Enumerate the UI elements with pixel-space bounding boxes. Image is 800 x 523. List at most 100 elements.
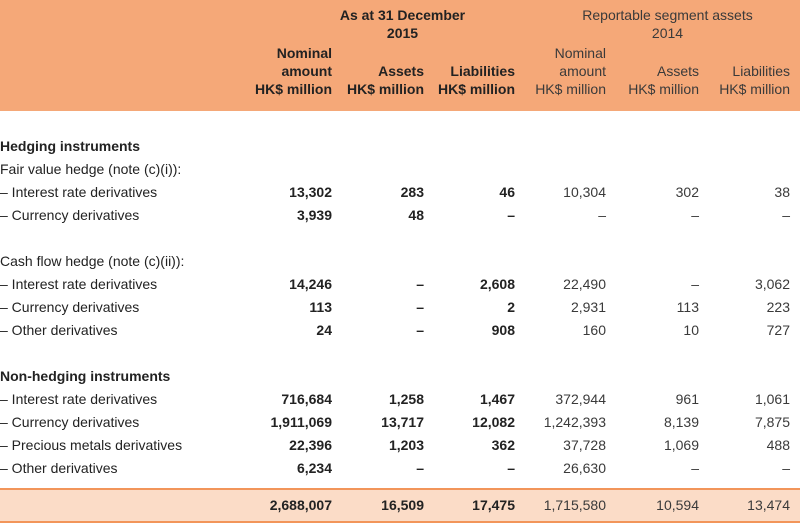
row-label: – Precious metals derivatives bbox=[0, 437, 183, 453]
cell-value: – bbox=[507, 460, 515, 476]
cell-value: 22,490 bbox=[563, 276, 606, 292]
col-header-nominal-2014: Nominal amount HK$ million bbox=[535, 45, 606, 97]
table-row: Hedging instruments bbox=[0, 135, 800, 158]
cell-value: 1,258 bbox=[388, 391, 424, 407]
cell-value: 961 bbox=[675, 391, 699, 407]
row-label: – Interest rate derivatives bbox=[0, 184, 158, 200]
cell-value: 1,242,393 bbox=[543, 414, 606, 430]
total-value: 2,688,007 bbox=[269, 497, 332, 513]
cell-value: – bbox=[598, 207, 606, 223]
cell-value: 372,944 bbox=[555, 391, 606, 407]
table-row: – Currency derivatives 1,911,069 13,717 12,… bbox=[0, 411, 800, 434]
cell-value: 160 bbox=[582, 322, 606, 338]
cell-value: 302 bbox=[675, 184, 699, 200]
cell-value: 2 bbox=[507, 299, 515, 315]
cell-value: 3,939 bbox=[296, 207, 332, 223]
cell-value: 488 bbox=[766, 437, 790, 453]
cell-value: 113 bbox=[309, 299, 332, 315]
table-row: – Interest rate derivatives 13,302 283 46 10… bbox=[0, 181, 800, 204]
cell-value: – bbox=[416, 322, 424, 338]
total-row-values: 2,688,007 16,509 17,475 1,715,580 10,594 13,4… bbox=[0, 494, 800, 517]
group-title-2014: Reportable segment assets 2014 bbox=[540, 6, 795, 42]
total-value: 1,715,580 bbox=[543, 497, 606, 513]
cell-value: – bbox=[782, 207, 790, 223]
table-row: – Interest rate derivatives 14,246 – 2,608 2… bbox=[0, 273, 800, 296]
cell-value: 362 bbox=[491, 437, 515, 453]
cell-value: 38 bbox=[774, 184, 790, 200]
cell-value: 46 bbox=[499, 184, 515, 200]
cell-value: 10 bbox=[683, 322, 699, 338]
cell-value: – bbox=[507, 207, 515, 223]
total-bottom-rule bbox=[0, 521, 800, 523]
cell-value: 3,062 bbox=[754, 276, 790, 292]
row-label: – Currency derivatives bbox=[0, 414, 140, 430]
cell-value: – bbox=[782, 460, 790, 476]
cell-value: – bbox=[691, 276, 699, 292]
group-title-2014-line: 2014 bbox=[651, 25, 684, 41]
group-title-2015-line: 2015 bbox=[386, 25, 419, 41]
cell-value: 1,061 bbox=[754, 391, 790, 407]
row-label: – Interest rate derivatives bbox=[0, 276, 158, 292]
row-label: Fair value hedge (note (c)(i)): bbox=[0, 161, 182, 177]
table-row: – Interest rate derivatives 716,684 1,258 1… bbox=[0, 388, 800, 411]
cell-value: 13,717 bbox=[381, 414, 424, 430]
cell-value: 2,608 bbox=[479, 276, 515, 292]
row-label: Cash flow hedge (note (c)(ii)): bbox=[0, 253, 185, 269]
total-row bbox=[0, 488, 800, 523]
table-row: – Other derivatives 6,234 – – 26,630 – – bbox=[0, 457, 800, 480]
cell-value: 1,911,069 bbox=[270, 414, 332, 430]
cell-value: – bbox=[691, 460, 699, 476]
row-label: Non-hedging instruments bbox=[0, 368, 171, 384]
table-row: Fair value hedge (note (c)(i)): bbox=[0, 158, 800, 181]
cell-value: 26,630 bbox=[563, 460, 606, 476]
table-header: As at 31 December 2015 Reportable segmen… bbox=[0, 0, 800, 111]
total-value: 16,509 bbox=[381, 497, 424, 513]
table-row: – Currency derivatives 3,939 48 – – – – bbox=[0, 204, 800, 227]
spacer-row bbox=[0, 227, 800, 250]
total-value: 13,474 bbox=[747, 497, 790, 513]
table-row: – Precious metals derivatives 22,396 1,203… bbox=[0, 434, 800, 457]
cell-value: 22,396 bbox=[289, 437, 332, 453]
table-row: – Currency derivatives 113 – 2 2,931 113 223 bbox=[0, 296, 800, 319]
col-header-assets-2014: Assets HK$ million bbox=[628, 63, 699, 97]
cell-value: 113 bbox=[676, 299, 699, 315]
total-value: 17,475 bbox=[472, 497, 515, 513]
cell-value: 24 bbox=[316, 322, 332, 338]
total-value: 10,594 bbox=[656, 497, 699, 513]
table-row: – Other derivatives 24 – 908 160 10 727 bbox=[0, 319, 800, 342]
cell-value: 12,082 bbox=[472, 414, 515, 430]
cell-value: 283 bbox=[400, 184, 424, 200]
table-row: Non-hedging instruments bbox=[0, 365, 800, 388]
cell-value: 2,931 bbox=[570, 299, 606, 315]
cell-value: 223 bbox=[766, 299, 790, 315]
cell-value: 908 bbox=[491, 322, 515, 338]
cell-value: 1,203 bbox=[388, 437, 424, 453]
cell-value: 37,728 bbox=[563, 437, 606, 453]
col-header-liabilities-2015: Liabilities HK$ million bbox=[437, 63, 515, 97]
row-label: – Other derivatives bbox=[0, 460, 118, 476]
group-title-2014-line: Reportable segment assets bbox=[582, 7, 753, 23]
cell-value: 13,302 bbox=[289, 184, 332, 200]
cell-value: – bbox=[416, 460, 424, 476]
cell-value: 10,304 bbox=[563, 184, 606, 200]
cell-value: 7,875 bbox=[754, 414, 790, 430]
cell-value: 8,139 bbox=[663, 414, 699, 430]
cell-value: 1,467 bbox=[479, 391, 515, 407]
row-label: – Currency derivatives bbox=[0, 207, 140, 223]
cell-value: 727 bbox=[766, 322, 790, 338]
col-header-nominal-2015: Nominal amount HK$ million bbox=[254, 45, 332, 97]
cell-value: 716,684 bbox=[281, 391, 332, 407]
spacer-row bbox=[0, 342, 800, 365]
col-header-liabilities-2014: Liabilities HK$ million bbox=[719, 63, 790, 97]
cell-value: – bbox=[691, 207, 699, 223]
group-title-2015: As at 31 December 2015 bbox=[290, 6, 515, 42]
group-title-2015-line: As at 31 December bbox=[339, 7, 466, 23]
cell-value: 6,234 bbox=[296, 460, 332, 476]
cell-value: 48 bbox=[408, 207, 424, 223]
col-header-assets-2015: Assets HK$ million bbox=[346, 63, 424, 97]
cell-value: 14,246 bbox=[289, 276, 332, 292]
cell-value: 1,069 bbox=[663, 437, 699, 453]
row-label: – Other derivatives bbox=[0, 322, 118, 338]
row-label: – Currency derivatives bbox=[0, 299, 140, 315]
row-label: – Interest rate derivatives bbox=[0, 391, 158, 407]
